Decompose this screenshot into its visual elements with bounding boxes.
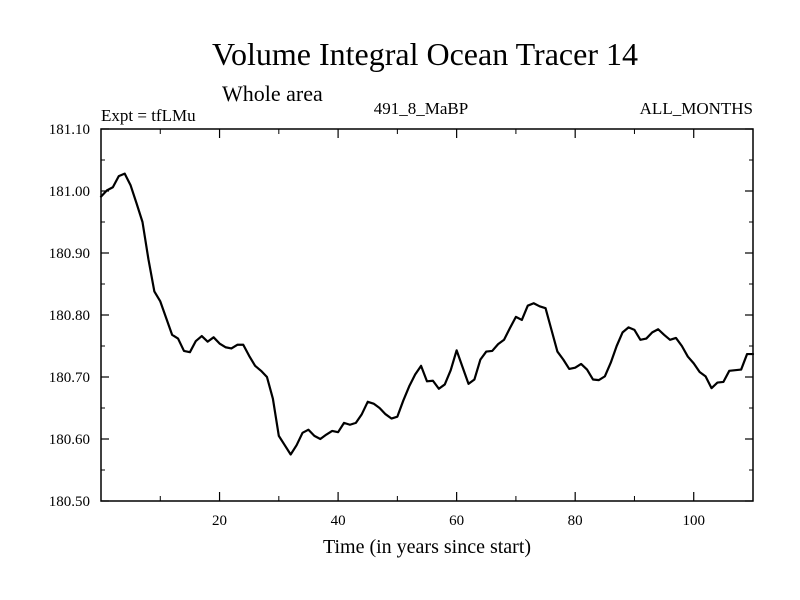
series-lines <box>99 172 755 456</box>
run-label: 491_8_MaBP <box>374 99 468 118</box>
x-axis-label: Time (in years since start) <box>323 536 531 558</box>
x-tick-label: 80 <box>568 513 583 529</box>
x-axis-ticks: 20 40 60 80 100 <box>159 129 705 529</box>
y-axis-ticks: 180.50 180.60 180.70 180.80 180.90 181.00 181.… <box>49 122 753 510</box>
y-tick-label: 180.50 <box>49 494 90 510</box>
x-tick-label: 20 <box>212 513 227 529</box>
series-line <box>99 172 755 456</box>
plot-frame <box>100 128 754 502</box>
period-label: ALL_MONTHS <box>640 99 753 118</box>
x-tick-label: 100 <box>682 513 705 529</box>
y-tick-label: 180.80 <box>49 308 90 324</box>
y-tick-label: 180.90 <box>49 246 90 262</box>
x-tick-label: 40 <box>331 513 346 529</box>
y-tick-label: 180.70 <box>49 370 90 386</box>
y-tick-label: 181.00 <box>49 184 90 200</box>
y-tick-label: 180.60 <box>49 432 90 448</box>
chart-title: Volume Integral Ocean Tracer 14 <box>212 36 638 72</box>
experiment-label: Expt = tfLMu <box>101 106 196 125</box>
x-tick-label: 60 <box>449 513 464 529</box>
y-tick-label: 181.10 <box>49 122 90 138</box>
chart-subtitle: Whole area <box>222 81 323 106</box>
